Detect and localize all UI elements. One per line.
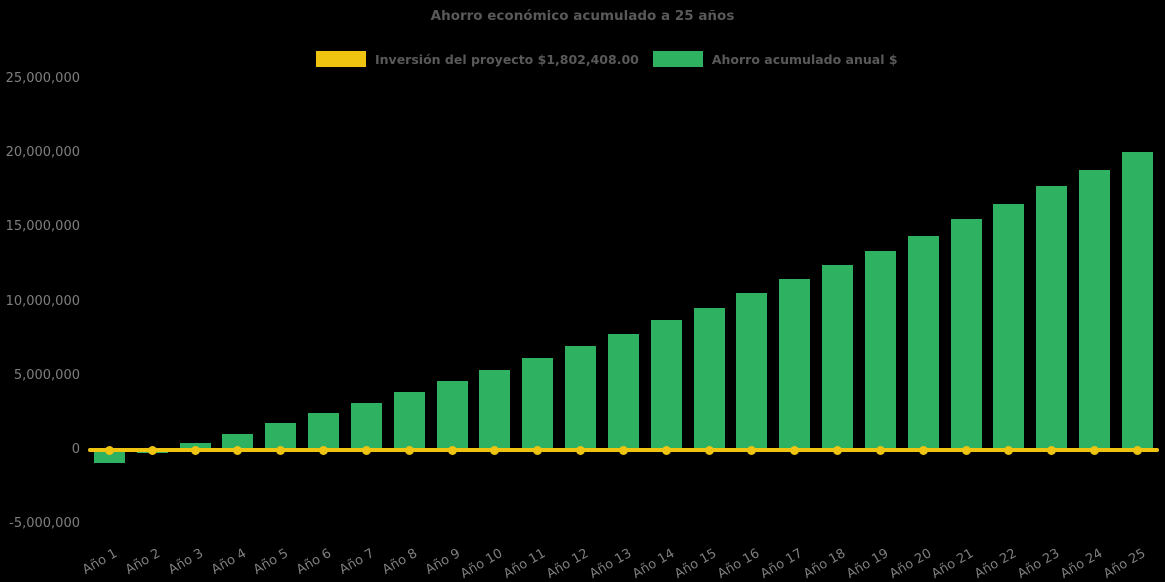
bar-year-13	[607, 334, 639, 450]
investment-line-marker	[1090, 445, 1100, 455]
investment-line-marker	[1047, 445, 1057, 455]
legend-item-investment: Inversión del proyecto $1,802,408.00	[316, 51, 639, 67]
investment-line-marker	[875, 445, 885, 455]
investment-line-marker	[918, 445, 928, 455]
y-axis-tick-label: 0	[71, 442, 80, 457]
legend-item-savings: Ahorro acumulado anual $	[652, 51, 898, 67]
x-axis-tick-label: Año 16	[715, 546, 763, 582]
bar-year-17	[779, 279, 811, 450]
chart-title: Ahorro económico acumulado a 25 años	[430, 8, 735, 24]
investment-line-marker	[190, 445, 200, 455]
bar-year-1	[94, 450, 125, 463]
investment-line-marker	[105, 445, 114, 455]
bar-year-7	[350, 402, 382, 450]
investment-line-marker	[361, 445, 371, 455]
x-axis-tick-label: Año 3	[165, 546, 206, 578]
x-axis-tick-label: Año 5	[251, 546, 292, 578]
bar-year-10	[479, 369, 511, 450]
investment-line-marker	[1132, 445, 1142, 455]
legend-label-savings: Ahorro acumulado anual $	[711, 51, 898, 67]
x-axis-tick-label: Año 6	[294, 546, 335, 578]
x-axis-tick-label: Año 4	[208, 546, 249, 578]
investment-line-marker	[747, 445, 757, 455]
x-axis-tick-label: Año 20	[886, 546, 934, 582]
investment-line-marker	[319, 445, 329, 455]
bar-year-21	[950, 219, 982, 450]
y-axis-tick-label: -5,000,000	[9, 516, 80, 532]
x-axis-tick-label: Año 18	[801, 546, 849, 582]
x-axis-tick-label: Año 15	[672, 546, 720, 582]
x-axis-tick-label: Año 2	[122, 546, 163, 578]
x-axis-tick-label: Año 14	[629, 546, 677, 582]
investment-line-marker	[1004, 445, 1014, 455]
x-axis-tick-label: Año 11	[501, 546, 549, 582]
bar-year-8	[393, 392, 425, 450]
bar-year-25	[1121, 151, 1153, 450]
x-axis-tick-label: Año 1	[80, 546, 120, 578]
bar-year-15	[693, 307, 725, 450]
investment-line-marker	[618, 445, 628, 455]
x-axis-tick-label: Año 9	[422, 546, 463, 578]
y-axis-tick-label: 20,000,000	[5, 145, 80, 161]
legend-label-investment: Inversión del proyecto $1,802,408.00	[375, 51, 639, 67]
investment-line-marker	[447, 445, 457, 455]
investment-line-marker	[661, 445, 671, 455]
investment-line-marker	[576, 445, 586, 455]
x-axis-tick-label: Año 13	[586, 546, 634, 582]
x-axis-tick-label: Año 10	[458, 546, 506, 582]
investment-line-marker	[233, 445, 243, 455]
x-axis-tick-label: Año 21	[929, 546, 977, 582]
bar-year-18	[822, 265, 854, 450]
bar-year-19	[864, 251, 896, 450]
x-axis-tick-label: Año 12	[544, 546, 592, 582]
bar-year-11	[522, 357, 554, 450]
bar-year-14	[650, 320, 682, 450]
investment-line-marker	[704, 445, 714, 455]
x-axis-tick-label: Año 8	[379, 546, 420, 578]
legend-swatch-savings-icon	[652, 51, 703, 67]
bar-year-4	[222, 433, 254, 450]
bar-year-16	[736, 292, 768, 450]
y-axis-tick-label: 10,000,000	[5, 293, 80, 309]
x-axis-tick-label: Año 25	[1100, 546, 1148, 582]
legend-swatch-investment-icon	[316, 51, 366, 67]
bar-year-20	[907, 236, 939, 450]
investment-line-marker	[533, 445, 543, 455]
x-axis-tick-label: Año 24	[1058, 546, 1106, 582]
bar-year-6	[308, 412, 340, 450]
y-axis-tick-label: 25,000,000	[5, 71, 80, 86]
x-axis-tick-label: Año 22	[972, 546, 1020, 582]
bar-year-9	[436, 380, 468, 450]
x-axis-tick-label: Año 19	[843, 546, 891, 582]
x-axis-tick-label: Año 17	[758, 546, 806, 582]
bar-year-12	[565, 346, 597, 450]
investment-line-marker	[961, 445, 971, 455]
x-axis-tick-label: Año 23	[1015, 546, 1063, 582]
investment-line-marker	[790, 445, 800, 455]
y-axis-tick-label: 5,000,000	[13, 367, 80, 383]
x-axis-tick-label: Año 7	[337, 546, 377, 578]
investment-line-marker	[833, 445, 843, 455]
investment-line-marker	[490, 445, 500, 455]
investment-line-marker	[147, 445, 157, 455]
investment-line-marker	[404, 445, 414, 455]
investment-line-marker	[276, 445, 286, 455]
bar-year-23	[1036, 185, 1068, 450]
legend: Inversión del proyecto $1,802,408.00 Aho…	[316, 51, 898, 67]
bar-year-22	[993, 204, 1025, 450]
bar-year-24	[1079, 169, 1111, 450]
y-axis-tick-label: 15,000,000	[5, 219, 80, 235]
